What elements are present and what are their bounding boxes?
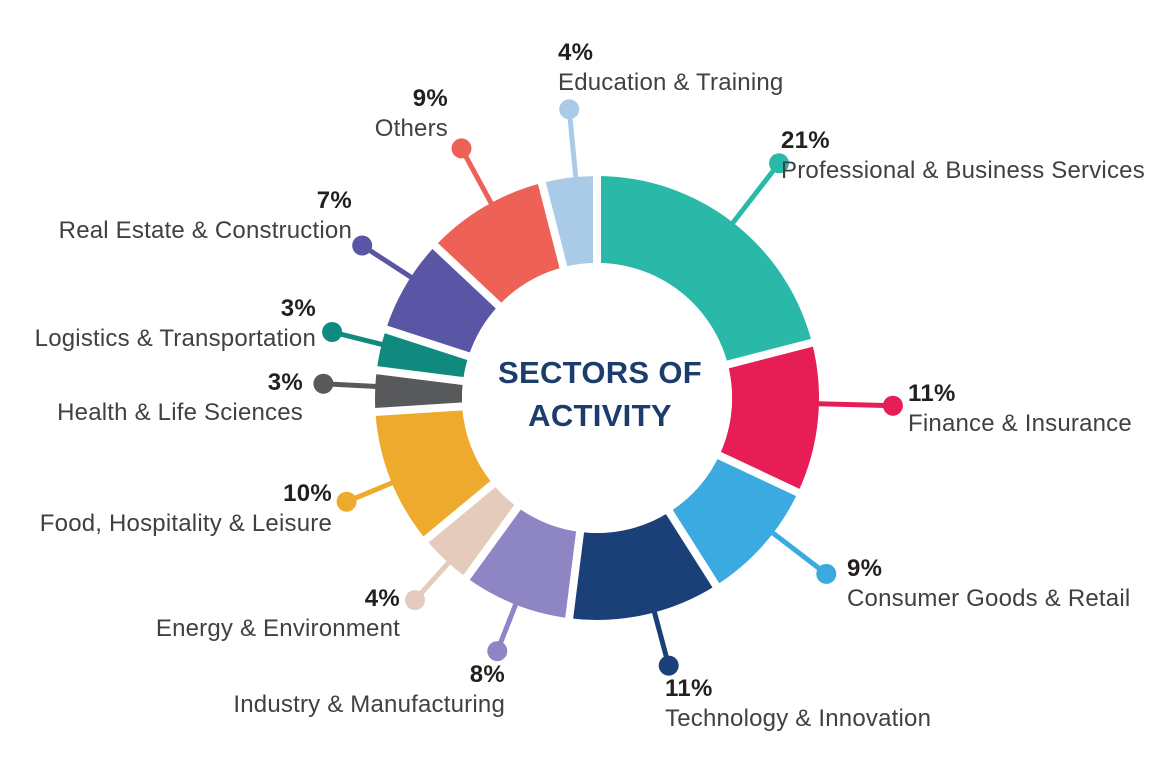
- leader-dot-health-life-sciences: [313, 373, 334, 394]
- leader-line-others: [459, 147, 498, 213]
- slice-label-logistics-transportation: 3% Logistics & Transportation: [35, 294, 316, 354]
- slice-gap: [415, 475, 503, 549]
- slice-percentage: 3%: [280, 295, 316, 322]
- slice-gap: [661, 502, 725, 597]
- leader-line-technology-innovation: [649, 602, 672, 667]
- slice-name: Finance & Insurance: [908, 410, 1132, 437]
- slice-percentage: 21%: [781, 127, 830, 154]
- leader-line-education-training: [566, 109, 580, 188]
- slice-name: Consumer Goods & Retail: [847, 585, 1131, 612]
- leader-dot-professional-business-services: [769, 153, 789, 174]
- slice-gap: [366, 364, 473, 387]
- slice-label-technology-innovation: 11% Technology & Innovation: [665, 674, 931, 734]
- slice-name: Health & Life Sciences: [57, 399, 303, 426]
- slice-percentage: 9%: [847, 555, 883, 582]
- slice-percentage: 11%: [908, 380, 956, 407]
- slice-percentage: 3%: [267, 369, 303, 396]
- slice-name: Industry & Manufacturing: [233, 691, 505, 718]
- slice-percentage: 8%: [469, 661, 505, 688]
- slice-name: Food, Hospitality & Leisure: [39, 510, 332, 537]
- slice-label-education-training: 4% Education & Training: [558, 38, 783, 98]
- slice-percentage: 4%: [558, 39, 594, 66]
- slice-label-energy-environment: 4% Energy & Environment: [156, 584, 400, 644]
- leader-dot-logistics-transportation: [322, 322, 343, 342]
- leader-dot-energy-environment: [405, 590, 425, 611]
- slice-label-others: 9% Others: [375, 84, 448, 144]
- leader-line-professional-business-services: [724, 161, 781, 233]
- slice-label-industry-manufacturing: 8% Industry & Manufacturing: [233, 660, 505, 720]
- slice-gap: [457, 497, 527, 589]
- leader-line-industry-manufacturing: [494, 594, 522, 653]
- slice-percentage: 10%: [283, 480, 332, 507]
- donut-slice-professional-business-services: [597, 176, 812, 365]
- slice-name: Logistics & Transportation: [34, 325, 316, 352]
- leader-dot-industry-manufacturing: [487, 641, 508, 662]
- slice-label-finance-insurance: 11% Finance & Insurance: [908, 379, 1132, 439]
- donut-slice-education-training: [541, 176, 597, 268]
- slice-label-real-estate-construction: 7% Real Estate & Construction: [59, 186, 352, 246]
- donut-slice-industry-manufacturing: [466, 507, 581, 619]
- donut-slice-logistics-transportation: [376, 329, 469, 382]
- chart-title-line2: ACTIVITY: [528, 398, 672, 433]
- leader-line-real-estate-construction: [360, 243, 421, 285]
- leader-line-logistics-transportation: [331, 329, 392, 350]
- donut-hole: [462, 263, 732, 533]
- leader-dot-technology-innovation: [658, 655, 679, 676]
- slice-label-consumer-goods-retail: 9% Consumer Goods & Retail: [847, 554, 1130, 614]
- slice-percentage: 9%: [412, 85, 448, 112]
- slice-gap: [425, 236, 508, 315]
- slice-label-professional-business-services: 21% Professional & Business Services: [781, 126, 1145, 186]
- chart-center-title: SECTORS OF ACTIVITY: [447, 351, 753, 437]
- donut-slice-technology-innovation: [569, 512, 716, 620]
- leader-dot-others: [451, 138, 472, 159]
- slice-gap: [718, 336, 823, 371]
- slice-gap: [563, 522, 586, 629]
- leader-dot-food-hospitality-leisure: [336, 491, 357, 512]
- leader-line-health-life-sciences: [323, 381, 386, 390]
- slice-gap: [535, 172, 570, 277]
- donut-slice-finance-insurance: [719, 342, 819, 493]
- donut-slice-real-estate-construction: [385, 246, 499, 357]
- leader-dot-finance-insurance: [882, 395, 903, 416]
- slice-name: Real Estate & Construction: [58, 217, 352, 244]
- slice-name: Education & Training: [558, 69, 784, 96]
- donut-slice-consumer-goods-retail: [669, 455, 798, 586]
- leader-dot-education-training: [559, 99, 580, 120]
- slice-percentage: 7%: [316, 187, 352, 214]
- slice-gap: [365, 401, 472, 417]
- slice-name: Others: [374, 115, 448, 142]
- leader-line-finance-insurance: [808, 401, 893, 409]
- leader-dot-consumer-goods-retail: [816, 563, 837, 584]
- slice-gap: [375, 322, 479, 363]
- slice-name: Energy & Environment: [155, 615, 400, 642]
- slice-name: Professional & Business Services: [781, 157, 1145, 184]
- slice-label-food-hospitality-leisure: 10% Food, Hospitality & Leisure: [40, 479, 332, 539]
- donut-slice-energy-environment: [425, 484, 518, 578]
- chart-title-line1: SECTORS OF: [498, 355, 702, 390]
- slice-percentage: 11%: [665, 675, 713, 702]
- leader-line-consumer-goods-retail: [763, 525, 828, 576]
- slice-name: Technology & Innovation: [665, 705, 932, 732]
- leader-dot-real-estate-construction: [352, 235, 373, 256]
- slice-gap: [709, 447, 809, 501]
- slice-percentage: 4%: [364, 585, 400, 612]
- slice-label-health-life-sciences: 3% Health & Life Sciences: [57, 368, 303, 428]
